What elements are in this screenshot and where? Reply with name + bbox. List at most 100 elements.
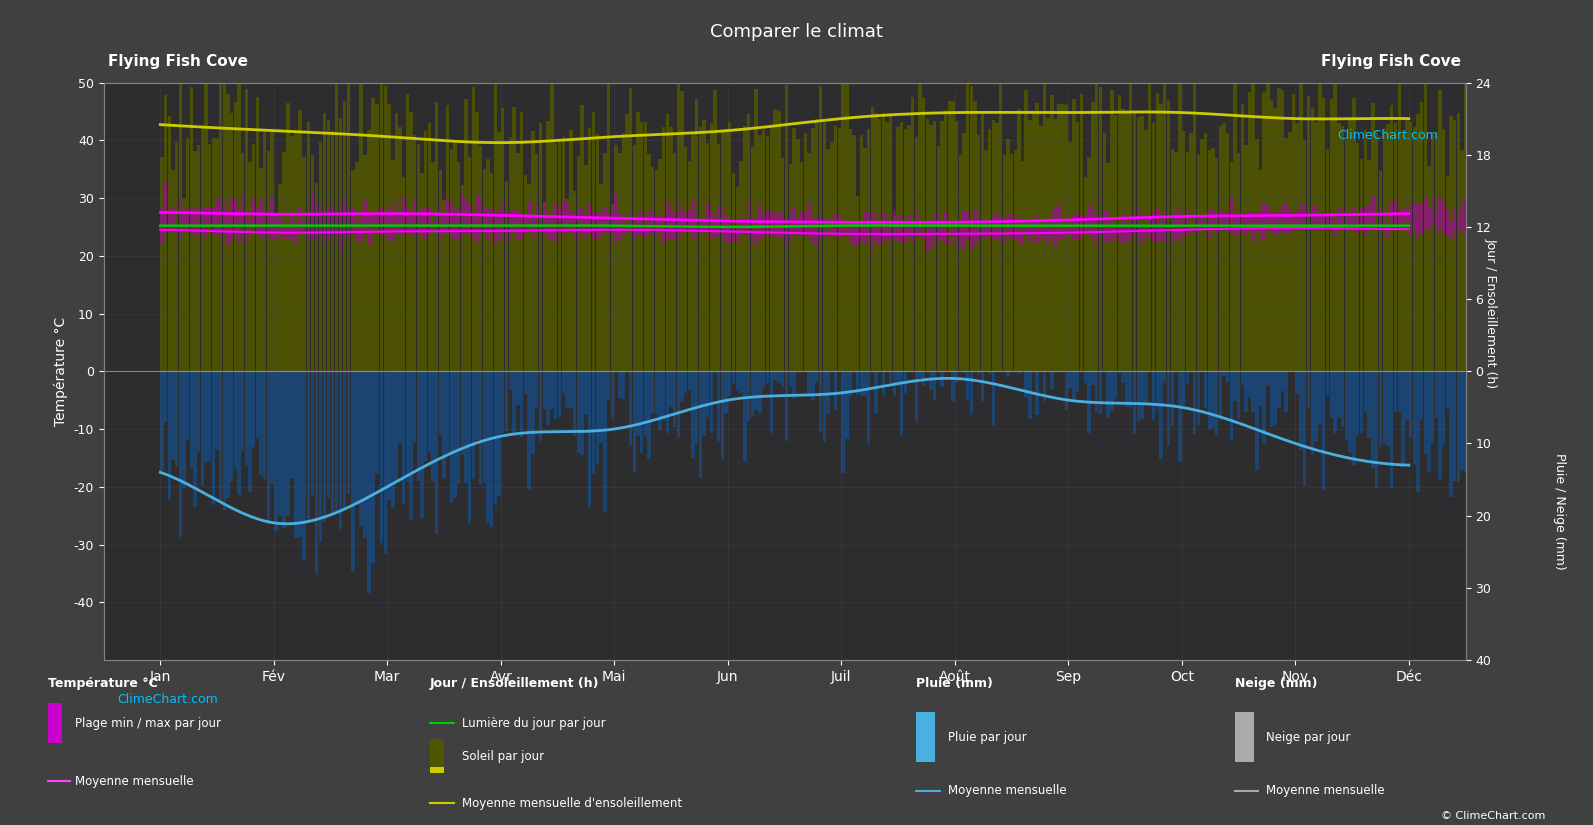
Bar bbox=[922, 98, 926, 371]
Bar bbox=[379, 207, 382, 236]
Bar bbox=[736, 228, 739, 241]
Bar bbox=[1416, 115, 1419, 371]
Bar bbox=[789, 371, 792, 388]
Bar bbox=[672, 214, 677, 239]
Bar bbox=[647, 371, 652, 460]
Bar bbox=[954, 120, 959, 371]
Bar bbox=[720, 132, 725, 371]
Bar bbox=[781, 158, 784, 371]
Bar bbox=[981, 112, 984, 371]
Bar bbox=[878, 120, 881, 371]
Bar bbox=[1284, 138, 1287, 371]
Bar bbox=[543, 202, 546, 234]
Bar bbox=[1141, 224, 1144, 243]
Bar bbox=[629, 212, 632, 233]
Bar bbox=[819, 87, 822, 371]
Bar bbox=[234, 199, 237, 236]
Bar bbox=[725, 129, 728, 371]
Bar bbox=[279, 371, 282, 516]
Bar bbox=[1352, 371, 1356, 464]
Bar bbox=[636, 371, 640, 436]
Bar bbox=[497, 371, 500, 496]
Bar bbox=[607, 371, 610, 400]
Bar bbox=[1227, 133, 1230, 371]
Bar bbox=[505, 181, 508, 371]
Text: ClimeChart.com: ClimeChart.com bbox=[1338, 129, 1438, 142]
Bar bbox=[769, 126, 773, 371]
Bar bbox=[1383, 129, 1386, 371]
Bar bbox=[922, 371, 926, 386]
Bar bbox=[282, 220, 285, 240]
Bar bbox=[999, 84, 1002, 371]
Bar bbox=[406, 371, 409, 483]
Bar bbox=[212, 371, 215, 505]
Bar bbox=[1364, 371, 1367, 412]
Bar bbox=[1481, 223, 1486, 228]
Bar bbox=[457, 371, 460, 483]
Bar bbox=[1375, 224, 1378, 228]
Bar bbox=[1236, 212, 1241, 233]
Bar bbox=[717, 371, 720, 441]
Bar bbox=[683, 371, 688, 393]
Bar bbox=[1344, 371, 1348, 440]
Bar bbox=[951, 101, 954, 371]
Bar bbox=[636, 215, 640, 236]
Bar bbox=[1303, 205, 1306, 229]
Bar bbox=[1300, 205, 1303, 225]
Bar bbox=[255, 208, 260, 233]
Bar bbox=[1027, 220, 1032, 242]
Bar bbox=[464, 200, 468, 234]
Bar bbox=[761, 130, 766, 371]
Bar bbox=[811, 371, 814, 400]
Bar bbox=[669, 371, 672, 408]
Bar bbox=[683, 148, 688, 371]
Bar bbox=[822, 216, 827, 236]
Bar bbox=[1292, 94, 1295, 371]
Bar bbox=[626, 114, 629, 371]
Bar bbox=[908, 214, 911, 238]
Bar bbox=[867, 371, 870, 444]
Bar bbox=[406, 207, 409, 234]
Bar bbox=[1155, 208, 1160, 242]
Bar bbox=[1504, 371, 1507, 412]
Bar bbox=[1317, 83, 1322, 371]
Bar bbox=[1129, 371, 1133, 408]
Bar bbox=[306, 214, 311, 240]
Bar bbox=[1306, 222, 1311, 226]
Bar bbox=[636, 112, 640, 371]
Bar bbox=[1501, 371, 1504, 476]
Bar bbox=[731, 173, 736, 371]
Bar bbox=[401, 371, 406, 504]
Text: Moyenne mensuelle: Moyenne mensuelle bbox=[1266, 784, 1384, 797]
Bar bbox=[640, 121, 644, 371]
Bar bbox=[569, 130, 572, 371]
Bar bbox=[1311, 205, 1314, 228]
Bar bbox=[424, 130, 427, 371]
Bar bbox=[249, 163, 252, 371]
Bar bbox=[508, 137, 511, 371]
Bar bbox=[1185, 210, 1188, 236]
Bar bbox=[449, 203, 452, 238]
Bar bbox=[1118, 371, 1121, 373]
Bar bbox=[1352, 208, 1356, 228]
Bar bbox=[1255, 219, 1258, 232]
Bar bbox=[1110, 371, 1114, 411]
Bar bbox=[172, 170, 175, 371]
Text: Température °C: Température °C bbox=[48, 677, 158, 690]
Text: Moyenne mensuelle: Moyenne mensuelle bbox=[75, 775, 193, 788]
Bar bbox=[178, 82, 182, 371]
Bar bbox=[644, 122, 647, 371]
Bar bbox=[1322, 371, 1325, 490]
Bar bbox=[486, 371, 489, 523]
Bar bbox=[695, 371, 698, 445]
Bar bbox=[940, 220, 943, 240]
Bar bbox=[709, 123, 714, 371]
Bar bbox=[833, 213, 838, 237]
Bar bbox=[758, 205, 761, 239]
Bar bbox=[881, 211, 886, 241]
Bar bbox=[218, 371, 223, 502]
Text: Pluie / Neige (mm): Pluie / Neige (mm) bbox=[1553, 453, 1566, 570]
Bar bbox=[1141, 371, 1144, 419]
Bar bbox=[1075, 212, 1080, 239]
Bar bbox=[591, 212, 596, 239]
